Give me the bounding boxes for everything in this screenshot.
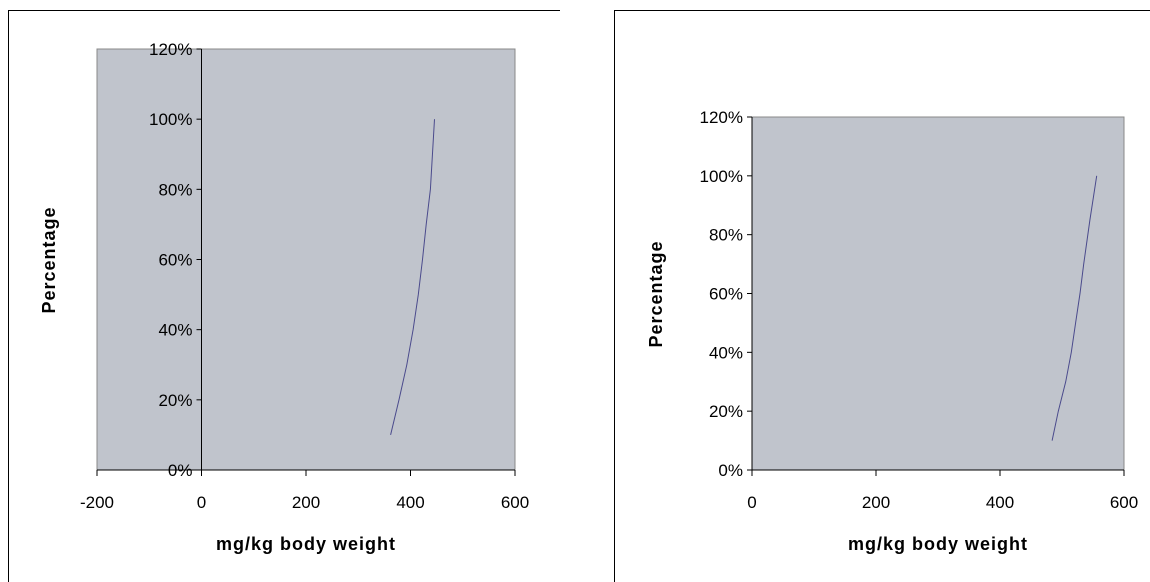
series-line: [1051, 175, 1098, 441]
y-tick-label: 0%: [718, 461, 743, 480]
chart-marks: 0% 20% 40% 60% 80% 100% 120% -200 0 200 400 600: [80, 40, 529, 512]
y-tick-label: 60%: [158, 251, 192, 270]
x-axis-title: mg/kg body weight: [216, 534, 396, 554]
y-tick-label: 100%: [700, 167, 743, 186]
y-tick-label: 60%: [709, 285, 743, 304]
x-tick-label: 200: [862, 493, 890, 512]
chart-left: 0% 20% 40% 60% 80% 100% 120% -200 0 200 400 600 mg/…: [8, 10, 560, 582]
x-tick-label: 600: [1110, 493, 1138, 512]
y-tick-label: 0%: [168, 461, 193, 480]
x-tick-label: 600: [501, 493, 529, 512]
x-tick-label: 400: [986, 493, 1014, 512]
y-tick-label: 120%: [700, 108, 743, 127]
y-axis-title: Percentage: [39, 206, 59, 313]
x-tick-label: 0: [747, 493, 756, 512]
series-line: [390, 119, 435, 436]
chart-right: 0% 20% 40% 60% 80% 100% 120% 0 200 400 600 mg/kg b…: [614, 10, 1150, 582]
x-tick-label: 400: [396, 493, 424, 512]
plot-area: [751, 116, 1125, 471]
chart-frame: [614, 10, 1150, 582]
y-tick-label: 20%: [709, 402, 743, 421]
y-axis-title: Percentage: [646, 240, 666, 347]
y-tick-label: 40%: [709, 343, 743, 362]
y-tick-label: 80%: [158, 180, 192, 199]
x-tick-label: 200: [292, 493, 320, 512]
y-tick-label: 20%: [158, 391, 192, 410]
y-tick-label: 40%: [158, 321, 192, 340]
y-tick-label: 120%: [149, 40, 192, 59]
chart-panel-right: 0% 20% 40% 60% 80% 100% 120% 0 200 400 600 mg/kg b…: [588, 0, 1150, 582]
plot-area: [96, 48, 516, 471]
x-tick-label: -200: [80, 493, 114, 512]
chart-frame: [8, 10, 560, 582]
x-tick-label: 0: [197, 493, 206, 512]
chart-panel-left: 0% 20% 40% 60% 80% 100% 120% -200 0 200 400 600 mg/…: [0, 0, 560, 582]
y-tick-label: 80%: [709, 226, 743, 245]
x-axis-title: mg/kg body weight: [848, 534, 1028, 554]
y-tick-label: 100%: [149, 110, 192, 129]
chart-marks: 0% 20% 40% 60% 80% 100% 120% 0 200 400 600: [700, 108, 1139, 512]
